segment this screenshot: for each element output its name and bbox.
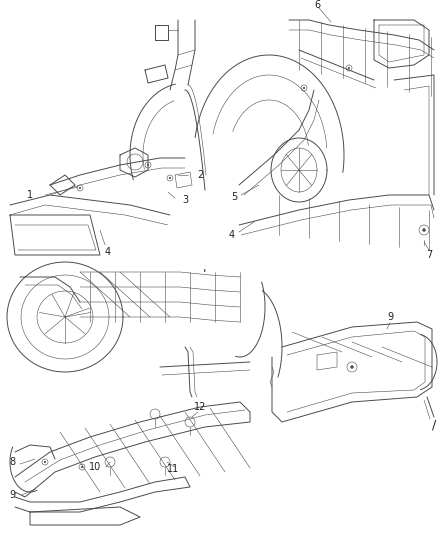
Text: 2: 2 [197,170,203,180]
Text: ': ' [203,269,207,281]
Text: 1: 1 [27,190,33,200]
Circle shape [350,365,354,369]
Circle shape [422,228,426,232]
Circle shape [147,164,149,166]
Circle shape [303,87,305,89]
Text: 3: 3 [182,195,188,205]
Text: 9: 9 [9,490,15,500]
Text: 9: 9 [387,312,393,322]
Text: 11: 11 [167,464,179,474]
Text: 4: 4 [105,247,111,257]
Text: 7: 7 [426,250,432,260]
Text: 10: 10 [89,462,101,472]
Text: 12: 12 [194,402,206,412]
Text: /: / [432,418,436,432]
Text: 8: 8 [9,457,15,467]
Circle shape [169,177,171,179]
Circle shape [81,466,83,468]
Circle shape [79,187,81,189]
Text: 5: 5 [231,192,237,202]
Text: 4: 4 [229,230,235,240]
Circle shape [44,461,46,463]
Circle shape [348,67,350,69]
Text: 6: 6 [314,0,320,10]
